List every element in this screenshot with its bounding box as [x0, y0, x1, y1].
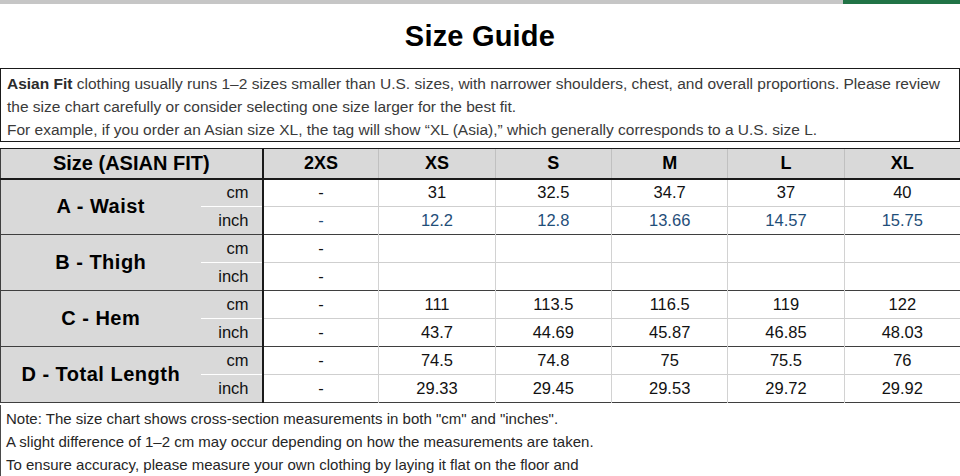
value-cell: 34.7: [612, 179, 728, 207]
unit-cell-cm: cm: [201, 291, 263, 319]
note-line: To ensure accuracy, please measure your …: [6, 453, 620, 476]
value-cell: [612, 263, 728, 291]
value-cell: 29.45: [495, 375, 611, 403]
value-cell: [612, 235, 728, 263]
value-cell: 74.5: [379, 347, 495, 375]
value-cell: -: [263, 179, 379, 207]
value-cell: -: [263, 347, 379, 375]
measure-row-cm: B - Thighcm-: [1, 235, 960, 263]
value-cell: 75: [612, 347, 728, 375]
unit-cell-inch: inch: [201, 207, 263, 235]
value-cell: [379, 263, 495, 291]
asian-fit-bold-text: Asian Fit: [7, 75, 72, 92]
value-cell: 111: [379, 291, 495, 319]
intro-box: Asian Fit clothing usually runs 1–2 size…: [0, 68, 960, 142]
size-column-header: S: [495, 149, 611, 179]
value-cell: 44.69: [495, 319, 611, 347]
top-strip-green-segment: [843, 0, 960, 4]
value-cell: 29.53: [612, 375, 728, 403]
value-cell: 45.87: [612, 319, 728, 347]
group-label-cell: D - Total Length: [1, 347, 201, 403]
title-bar: Size Guide: [0, 4, 960, 68]
value-cell: 116.5: [612, 291, 728, 319]
value-cell: [844, 263, 960, 291]
value-cell: 113.5: [495, 291, 611, 319]
value-cell: -: [263, 319, 379, 347]
value-cell: 119: [728, 291, 844, 319]
value-cell: 13.66: [612, 207, 728, 235]
size-table-wrapper: Size (ASIAN FIT)2XSXSSMLXL A - Waistcm-3…: [0, 148, 960, 403]
value-cell: 12.8: [495, 207, 611, 235]
value-cell: -: [263, 291, 379, 319]
value-cell: 76: [844, 347, 960, 375]
measure-row-cm: A - Waistcm-3132.534.73740: [1, 179, 960, 207]
value-cell: [495, 263, 611, 291]
value-cell: -: [263, 235, 379, 263]
value-cell: 29.33: [379, 375, 495, 403]
unit-cell-inch: inch: [201, 263, 263, 291]
value-cell: [728, 235, 844, 263]
page-title: Size Guide: [405, 20, 555, 53]
group-label-cell: C - Hem: [1, 291, 201, 347]
value-cell: 43.7: [379, 319, 495, 347]
intro-lead: Asian Fit clothing usually runs 1–2 size…: [7, 75, 940, 115]
size-table: Size (ASIAN FIT)2XSXSSMLXL A - Waistcm-3…: [0, 148, 960, 403]
value-cell: 29.72: [728, 375, 844, 403]
value-cell: 46.85: [728, 319, 844, 347]
value-cell: [495, 235, 611, 263]
value-cell: 32.5: [495, 179, 611, 207]
value-cell: [379, 235, 495, 263]
value-cell: 75.5: [728, 347, 844, 375]
size-column-header: XL: [844, 149, 960, 179]
size-column-header: M: [612, 149, 728, 179]
value-cell: 31: [379, 179, 495, 207]
value-cell: 37: [728, 179, 844, 207]
window-top-strip: [0, 0, 960, 4]
top-strip-gray-segment: [0, 0, 843, 4]
intro-lead-rest: clothing usually runs 1–2 sizes smaller …: [7, 75, 940, 115]
value-cell: 29.92: [844, 375, 960, 403]
value-cell: -: [263, 375, 379, 403]
value-cell: 122: [844, 291, 960, 319]
value-cell: [844, 235, 960, 263]
value-cell: 15.75: [844, 207, 960, 235]
value-cell: -: [263, 263, 379, 291]
value-cell: 48.03: [844, 319, 960, 347]
intro-example-line: For example, if you order an Asian size …: [7, 121, 817, 138]
size-table-body: A - Waistcm-3132.534.73740inch-12.212.81…: [1, 179, 960, 403]
group-label-cell: B - Thigh: [1, 235, 201, 291]
value-cell: 74.8: [495, 347, 611, 375]
unit-cell-inch: inch: [201, 375, 263, 403]
size-column-header: 2XS: [263, 149, 379, 179]
measure-row-cm: C - Hemcm-111113.5116.5119122: [1, 291, 960, 319]
value-cell: -: [263, 207, 379, 235]
unit-cell-cm: cm: [201, 235, 263, 263]
note-line: A slight difference of 1–2 cm may occur …: [6, 430, 620, 453]
group-label-cell: A - Waist: [1, 179, 201, 235]
notes-block: Note: The size chart shows cross-section…: [0, 405, 620, 476]
corner-header-cell: Size (ASIAN FIT): [1, 149, 263, 179]
note-line: Note: The size chart shows cross-section…: [6, 407, 620, 430]
size-column-header: XS: [379, 149, 495, 179]
unit-cell-inch: inch: [201, 319, 263, 347]
size-table-header: Size (ASIAN FIT)2XSXSSMLXL: [1, 149, 960, 179]
size-column-header: L: [728, 149, 844, 179]
measure-row-cm: D - Total Lengthcm-74.574.87575.576: [1, 347, 960, 375]
unit-cell-cm: cm: [201, 347, 263, 375]
value-cell: 14.57: [728, 207, 844, 235]
header-row: Size (ASIAN FIT)2XSXSSMLXL: [1, 149, 960, 179]
value-cell: 12.2: [379, 207, 495, 235]
unit-cell-cm: cm: [201, 179, 263, 207]
value-cell: [728, 263, 844, 291]
value-cell: 40: [844, 179, 960, 207]
